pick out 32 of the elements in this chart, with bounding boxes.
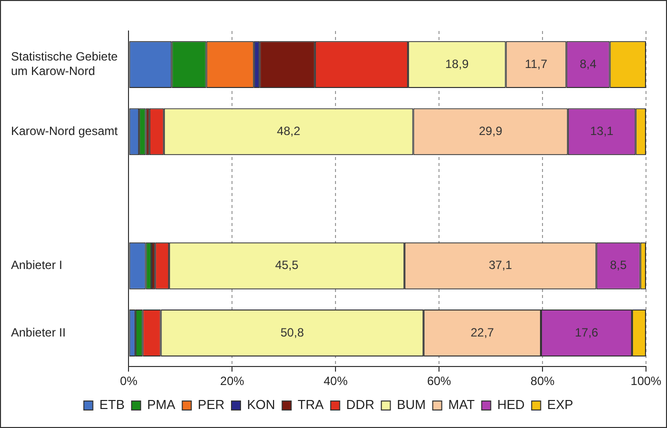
legend-label: BUM: [396, 397, 426, 412]
legend-label: MAT: [448, 397, 475, 412]
data-label: 48,2: [276, 124, 301, 138]
legend-label: ETB: [99, 397, 125, 412]
data-label: 37,1: [488, 258, 512, 272]
data-label: 45,5: [275, 258, 299, 272]
x-tick-label: 0%: [120, 374, 138, 388]
legend-label: DDR: [346, 397, 374, 412]
y-tick-label: Karow-Nord gesamt: [11, 124, 118, 138]
legend-label: EXP: [547, 397, 574, 412]
data-label: 8,5: [610, 258, 627, 272]
legend-label: HED: [497, 397, 525, 412]
data-label: 17,6: [574, 325, 599, 340]
data-label: 50,8: [280, 325, 304, 340]
legend-label: PMA: [147, 397, 176, 412]
legend-label: KON: [247, 397, 276, 412]
data-label: 8,4: [580, 56, 597, 71]
data-label: 18,9: [445, 56, 469, 71]
legend-label: PER: [198, 397, 225, 412]
x-tick-label: 100%: [630, 374, 662, 388]
x-tick-label: 40%: [324, 374, 348, 388]
data-label: 29,9: [478, 124, 503, 138]
data-label: 11,7: [524, 56, 548, 71]
data-label: 22,7: [470, 325, 494, 340]
x-tick-label: 80%: [530, 374, 555, 388]
y-tick-label: Statistische Gebiete um Karow-Nord: [11, 50, 118, 78]
y-tick-label: Anbieter II: [11, 325, 66, 340]
data-label: 13,1: [590, 124, 614, 138]
legend-label: TRA: [298, 397, 324, 412]
y-tick-label: Anbieter I: [11, 258, 62, 272]
x-tick-label: 60%: [427, 374, 452, 388]
x-tick-label: 20%: [220, 374, 245, 388]
